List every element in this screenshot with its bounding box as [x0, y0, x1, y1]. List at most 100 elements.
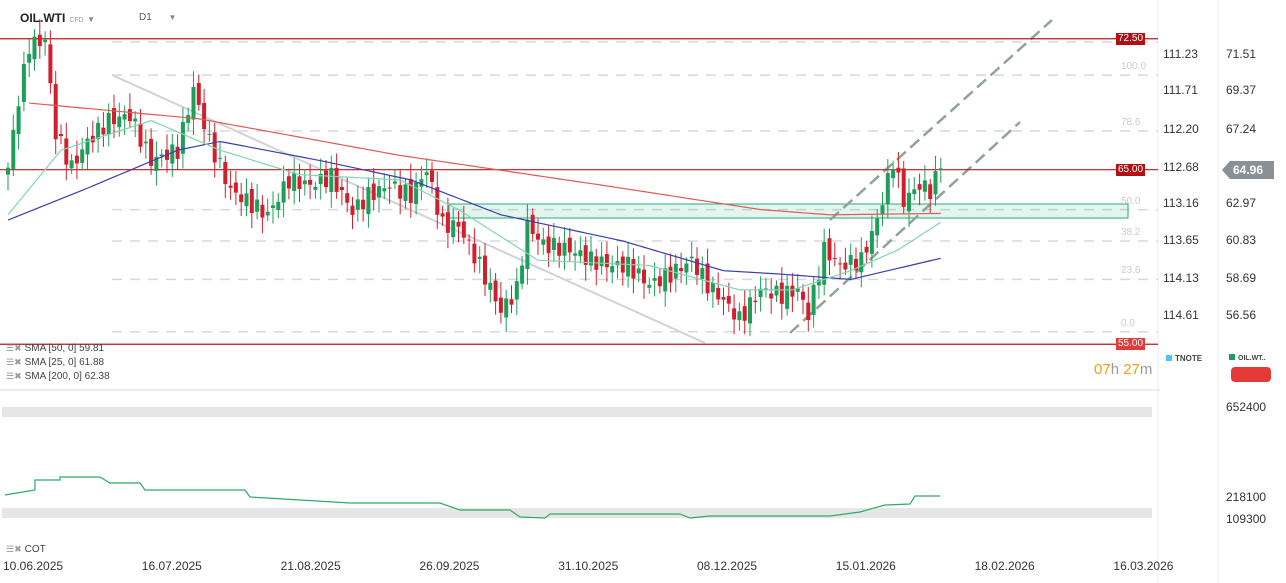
candle-body: [551, 237, 556, 250]
candle-body: [143, 141, 148, 144]
candle-body: [456, 221, 461, 227]
trade-button[interactable]: [1231, 367, 1271, 382]
price-level-label: 65.00: [1116, 163, 1146, 176]
left-axis-label: 113.16: [1163, 196, 1199, 210]
candle-body: [642, 269, 646, 284]
candle-body: [912, 189, 917, 195]
candle-body: [827, 238, 832, 261]
candle-body: [32, 36, 37, 60]
candle-body: [806, 302, 811, 320]
candle-body: [69, 160, 74, 169]
candle-body: [774, 285, 779, 296]
candle-body: [520, 265, 525, 284]
candle-body: [769, 293, 774, 299]
candle-body: [573, 253, 578, 256]
candle-body: [302, 180, 307, 185]
candle-body: [801, 291, 805, 300]
candle-body: [938, 168, 943, 171]
candle-body: [583, 245, 588, 265]
candle-body: [514, 281, 519, 300]
chevron-down-icon: ▼: [87, 15, 95, 24]
candle-body: [138, 123, 143, 147]
candle-body: [461, 221, 466, 238]
candle-body: [408, 179, 413, 203]
candle-body: [414, 182, 419, 205]
candle-body: [795, 288, 800, 292]
cot-axis-label: 109300: [1226, 512, 1267, 526]
indicator-sma50[interactable]: ☰✖ SMA [50, 0] 59.81: [6, 343, 104, 354]
indicator-label: COT: [24, 544, 46, 555]
candle-body: [604, 254, 609, 268]
candle-body: [689, 256, 694, 259]
candle-body: [477, 256, 482, 259]
candle-body: [631, 258, 636, 279]
candle-body: [96, 122, 101, 140]
candle-body: [260, 204, 265, 218]
candle-body: [223, 162, 228, 185]
candle-body: [6, 167, 10, 175]
candle-body: [504, 298, 509, 318]
candle-body: [610, 266, 615, 273]
candle-body: [371, 183, 376, 201]
candle-body: [180, 121, 185, 154]
candle-body: [149, 138, 154, 166]
candle-body: [122, 114, 127, 120]
current-price-tag: 64.96: [1222, 161, 1274, 179]
candle-body: [90, 135, 95, 143]
candle-body: [228, 185, 233, 188]
candle-body: [657, 276, 662, 287]
cot-band: [2, 407, 1152, 417]
settings-icon[interactable]: ☰✖: [6, 343, 22, 353]
candle-body: [435, 187, 440, 215]
candle-body: [112, 108, 116, 125]
candle-body: [758, 288, 763, 298]
candle-body: [339, 186, 344, 191]
date-axis-label: 10.06.2025: [3, 559, 64, 573]
candle-body: [154, 156, 159, 172]
candle-body: [716, 287, 721, 300]
candle-body: [567, 237, 572, 253]
candle-body: [901, 168, 906, 207]
right-axis-label: 60.83: [1226, 233, 1257, 247]
timeframe-selector[interactable]: D1 ▼: [139, 12, 176, 23]
candle-body: [419, 179, 424, 187]
candle-body: [822, 241, 827, 285]
candle-body: [864, 246, 869, 253]
candle-body: [382, 188, 387, 192]
candle-body: [451, 220, 456, 238]
candle-body: [578, 250, 583, 257]
candle-body: [647, 284, 652, 288]
left-axis-label: 114.13: [1163, 271, 1199, 285]
date-axis-label: 08.12.2025: [697, 559, 758, 573]
candle-body: [361, 199, 366, 210]
cot-axis-label: 218100: [1226, 490, 1267, 504]
fib-label: 23.6: [1121, 265, 1141, 277]
candle-body: [265, 211, 270, 216]
sma50-line: [7, 140, 941, 281]
candle-body: [64, 138, 69, 165]
legend-oil[interactable]: OIL.WT..: [1229, 354, 1266, 362]
left-axis-label: 111.71: [1163, 83, 1198, 97]
candle-body: [546, 236, 551, 254]
legend-tnote[interactable]: TNOTE: [1166, 354, 1202, 363]
settings-icon[interactable]: ☰✖: [6, 371, 22, 381]
candle-body: [875, 218, 880, 236]
candle-body: [403, 184, 408, 201]
indicator-sma200[interactable]: ☰✖ SMA [200, 0] 62.38: [6, 371, 110, 382]
candle-body: [832, 257, 837, 259]
fib-label: 50.0: [1121, 195, 1141, 207]
candle-body: [541, 239, 546, 245]
sma200-line: [29, 102, 941, 216]
candle-body: [854, 258, 858, 271]
candle-body: [218, 157, 222, 159]
symbol-selector[interactable]: OIL.WTI CFD ▼: [20, 11, 95, 25]
chevron-down-icon: ▼: [168, 13, 177, 22]
settings-icon[interactable]: ☰✖: [6, 544, 22, 554]
candle-body: [790, 285, 795, 297]
settings-icon[interactable]: ☰✖: [6, 357, 22, 367]
candle-body: [509, 299, 514, 305]
indicator-cot[interactable]: ☰✖ COT: [6, 544, 46, 555]
candle-body: [695, 258, 699, 275]
indicator-sma25[interactable]: ☰✖ SMA [25, 0] 61.88: [6, 357, 104, 368]
